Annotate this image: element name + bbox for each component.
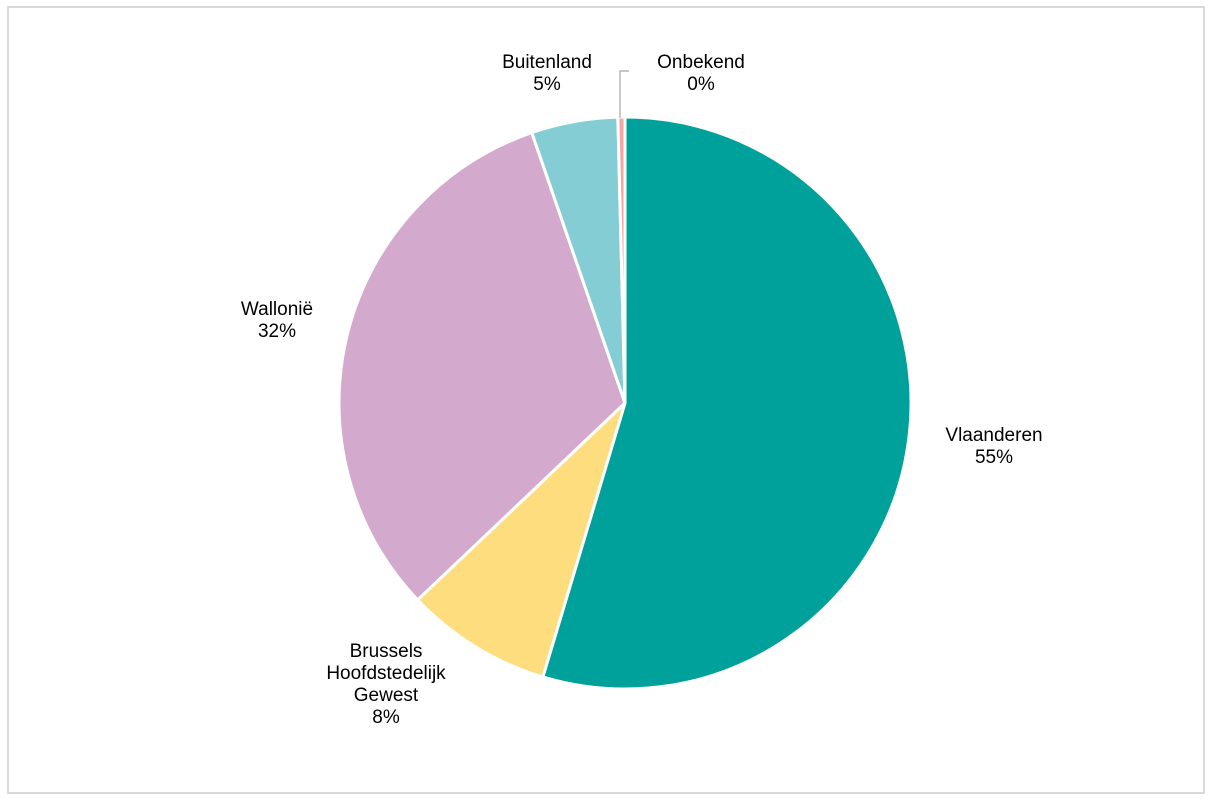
leader-lines: [619, 70, 629, 118]
pie-slice-onbekend: [616, 115, 627, 405]
pie-slices: [337, 115, 913, 691]
pie-slice-walloni-: [337, 131, 627, 602]
data-label-buitenland: Buitenland 5%: [502, 52, 592, 95]
data-label-brussels-hoofdstedelijk-gewest: Brussels Hoofdstedelijk Gewest 8%: [326, 641, 446, 728]
data-label-onbekend: Onbekend 0%: [657, 52, 745, 95]
leader-line-onbekend: [619, 70, 629, 118]
data-labels: Vlaanderen 55% Brussels Hoofdstedelijk Gewes…: [241, 52, 1043, 728]
pie-slice-vlaanderen: [541, 115, 913, 691]
data-label-vlaanderen: Vlaanderen 55%: [945, 425, 1042, 468]
data-label-walloni-: Wallonië 32%: [241, 299, 313, 342]
pie-slice-brussels-hoofdstedelijk-gewest: [416, 401, 627, 679]
